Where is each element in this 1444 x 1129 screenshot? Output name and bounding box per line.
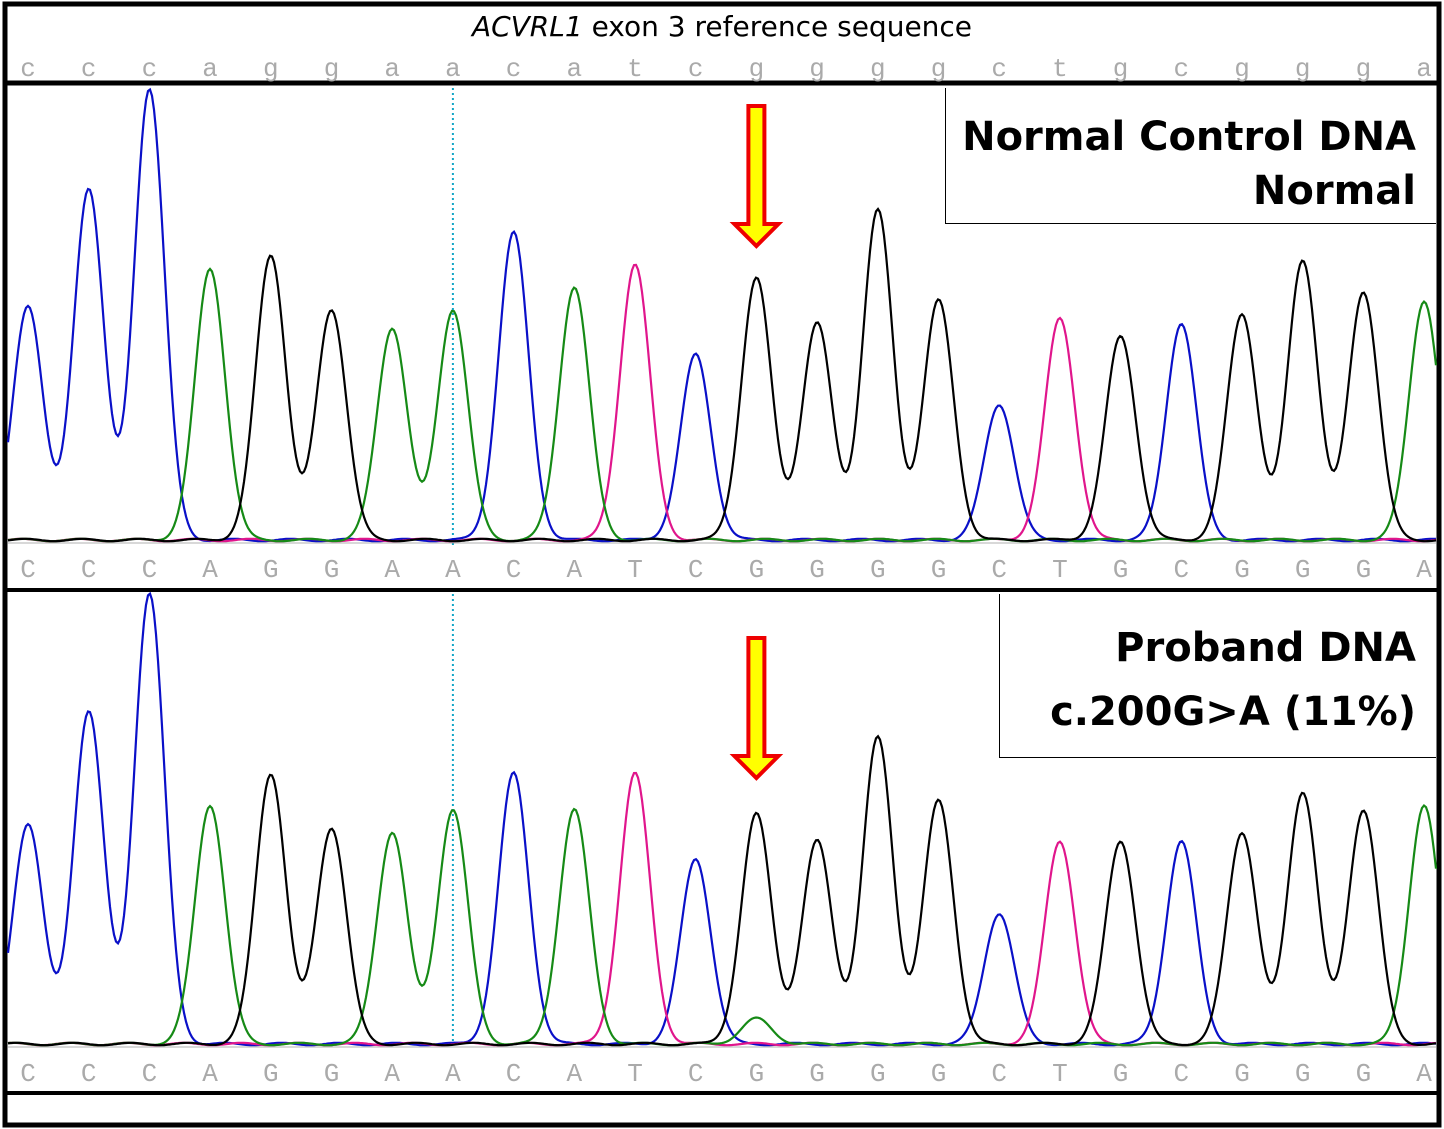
basecall-8-panel-2: A <box>445 1059 461 1089</box>
basecall-10-panel-1: A <box>566 555 582 585</box>
basecall-16-panel-1: G <box>931 555 947 585</box>
basecall-17-panel-2: C <box>991 1059 1007 1089</box>
basecall-9-panel-2: C <box>506 1059 522 1089</box>
reference-base-21: g <box>1234 54 1250 84</box>
reference-base-1: c <box>20 54 36 84</box>
basecall-24-panel-2: A <box>1416 1059 1432 1089</box>
mutation-arrow-icon <box>729 636 784 781</box>
reference-base-15: g <box>870 54 886 84</box>
basecall-15-panel-1: G <box>870 555 886 585</box>
reference-base-12: c <box>688 54 704 84</box>
basecall-5-panel-2: G <box>263 1059 279 1089</box>
basecall-20-panel-2: C <box>1173 1059 1189 1089</box>
basecall-22-panel-2: G <box>1295 1059 1311 1089</box>
reference-base-9: c <box>506 54 522 84</box>
reference-base-19: g <box>1113 54 1129 84</box>
basecall-5-panel-1: G <box>263 555 279 585</box>
basecall-2-panel-2: C <box>81 1059 97 1089</box>
basecall-11-panel-2: T <box>627 1059 643 1089</box>
reference-base-17: c <box>991 54 1007 84</box>
basecall-18-panel-2: T <box>1052 1059 1068 1089</box>
reference-base-16: g <box>931 54 947 84</box>
trace-G-panel-1 <box>7 207 1437 543</box>
basecall-7-panel-2: A <box>384 1059 400 1089</box>
basecall-1-panel-1: C <box>20 555 36 585</box>
basecall-1-panel-2: C <box>20 1059 36 1089</box>
basecall-13-panel-1: G <box>749 555 765 585</box>
basecall-16-panel-2: G <box>931 1059 947 1089</box>
proband-label-box: Proband DNA c.200G>A (11%) <box>999 594 1436 758</box>
basecall-14-panel-1: G <box>809 555 825 585</box>
basecall-17-panel-1: C <box>991 555 1007 585</box>
gene-name: ACVRL1 <box>471 10 583 43</box>
basecall-12-panel-1: C <box>688 555 704 585</box>
basecall-12-panel-2: C <box>688 1059 704 1089</box>
reference-title-rest: exon 3 reference sequence <box>582 10 973 43</box>
basecall-22-panel-1: G <box>1295 555 1311 585</box>
reference-base-5: g <box>263 54 279 84</box>
reference-base-23: g <box>1356 54 1372 84</box>
basecall-20-panel-1: C <box>1173 555 1189 585</box>
basecall-13-panel-2: G <box>749 1059 765 1089</box>
basecall-15-panel-2: G <box>870 1059 886 1089</box>
basecall-23-panel-1: G <box>1356 555 1372 585</box>
basecall-14-panel-2: G <box>809 1059 825 1089</box>
reference-title: ACVRL1 exon 3 reference sequence <box>0 10 1444 43</box>
reference-base-3: c <box>142 54 158 84</box>
basecall-10-panel-2: A <box>566 1059 582 1089</box>
reference-base-22: g <box>1295 54 1311 84</box>
reference-base-13: g <box>749 54 765 84</box>
reference-base-4: a <box>202 54 218 84</box>
basecall-24-panel-1: A <box>1416 555 1432 585</box>
basecall-19-panel-2: G <box>1113 1059 1129 1089</box>
basecall-4-panel-1: A <box>202 555 218 585</box>
basecall-2-panel-1: C <box>81 555 97 585</box>
basecall-19-panel-1: G <box>1113 555 1129 585</box>
basecall-9-panel-1: C <box>506 555 522 585</box>
trace-A-panel-1 <box>7 267 1438 543</box>
normal-control-title: Normal Control DNA <box>962 114 1416 160</box>
normal-control-result: Normal <box>1252 168 1416 214</box>
mutation-arrow-icon <box>729 104 784 249</box>
reference-base-8: a <box>445 54 461 84</box>
basecall-3-panel-2: C <box>142 1059 158 1089</box>
reference-base-14: g <box>809 54 825 84</box>
normal-control-label-box: Normal Control DNA Normal <box>945 88 1436 224</box>
trace-A-panel-2 <box>7 803 1438 1047</box>
basecall-6-panel-1: G <box>324 555 340 585</box>
trace-C-panel-2 <box>6 591 1437 1047</box>
basecall-6-panel-2: G <box>324 1059 340 1089</box>
basecall-23-panel-2: G <box>1356 1059 1372 1089</box>
reference-base-6: g <box>324 54 340 84</box>
proband-title: Proband DNA <box>1115 625 1416 671</box>
basecall-8-panel-1: A <box>445 555 461 585</box>
basecall-11-panel-1: T <box>627 555 643 585</box>
proband-result: c.200G>A (11%) <box>1050 689 1416 735</box>
reference-base-10: a <box>566 54 582 84</box>
reference-base-24: a <box>1416 54 1432 84</box>
trace-G-panel-2 <box>7 734 1437 1047</box>
reference-base-11: t <box>627 54 643 84</box>
basecall-18-panel-1: T <box>1052 555 1068 585</box>
basecall-4-panel-2: A <box>202 1059 218 1089</box>
basecall-3-panel-1: C <box>142 555 158 585</box>
basecall-21-panel-1: G <box>1234 555 1250 585</box>
reference-base-20: c <box>1173 54 1189 84</box>
reference-base-7: a <box>384 54 400 84</box>
basecall-7-panel-1: A <box>384 555 400 585</box>
basecall-21-panel-2: G <box>1234 1059 1250 1089</box>
reference-base-2: c <box>81 54 97 84</box>
reference-base-18: t <box>1052 54 1068 84</box>
